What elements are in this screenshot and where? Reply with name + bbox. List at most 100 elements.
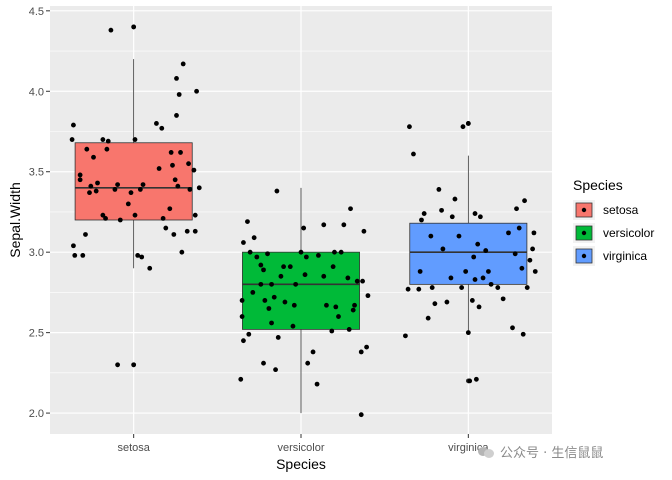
data-point (71, 243, 76, 249)
data-point (281, 264, 286, 270)
data-point (167, 206, 173, 212)
data-point (532, 269, 538, 274)
data-point (100, 212, 106, 218)
data-point (258, 281, 264, 287)
data-point (179, 249, 185, 255)
data-point (302, 272, 308, 278)
data-point (506, 230, 511, 236)
data-point (519, 265, 525, 271)
data-point (176, 92, 182, 97)
data-point (352, 302, 357, 308)
data-point (187, 187, 193, 192)
data-point (241, 338, 246, 344)
data-point (467, 378, 473, 384)
y-tick-label: 2.0 (29, 408, 44, 420)
data-point (273, 367, 278, 373)
data-point (108, 27, 114, 33)
jitter-points (69, 24, 538, 418)
data-point (330, 264, 336, 270)
data-point (83, 232, 88, 237)
data-point (465, 330, 471, 336)
data-point (291, 302, 297, 308)
data-point (278, 273, 284, 279)
data-point (358, 349, 364, 355)
data-point (192, 228, 198, 234)
data-point (428, 233, 434, 239)
box-setosa (74, 142, 193, 221)
data-point (100, 137, 106, 142)
data-point (168, 150, 174, 155)
data-point (93, 188, 99, 194)
data-point (531, 230, 537, 236)
y-axis-ticks: 2.0 2.5 3.0 3.5 4.0 4.5 (29, 6, 50, 420)
data-point (163, 225, 169, 231)
data-point (104, 146, 110, 152)
data-point (250, 290, 256, 295)
data-point (421, 211, 427, 216)
data-point (480, 275, 486, 281)
data-point (196, 185, 202, 191)
data-point (527, 257, 533, 263)
data-point (460, 124, 466, 130)
data-point (265, 251, 270, 257)
data-point (103, 215, 108, 221)
data-point (287, 264, 293, 270)
data-point (266, 306, 272, 311)
data-point (310, 349, 316, 355)
data-point (329, 328, 335, 334)
data-point (254, 254, 260, 260)
data-point (261, 267, 266, 273)
data-point (314, 381, 320, 387)
data-point (358, 412, 364, 418)
data-point (269, 281, 274, 287)
data-point (444, 299, 450, 305)
legend-point (581, 230, 587, 236)
data-point (115, 362, 121, 368)
data-point (522, 198, 527, 204)
legend-title: Species (573, 177, 623, 193)
data-point (350, 307, 356, 313)
data-point (184, 228, 190, 234)
data-point (274, 188, 280, 194)
data-point (520, 331, 526, 337)
data-point (251, 235, 257, 241)
data-point (321, 273, 327, 279)
data-point (262, 298, 268, 303)
data-point (112, 187, 118, 192)
legend-label: versicolor (603, 226, 654, 240)
data-point (316, 252, 321, 258)
watermark-text: 公众号 · 生信鼠鼠 (500, 446, 604, 461)
data-point (512, 251, 518, 257)
data-point (105, 138, 111, 144)
data-point (449, 214, 455, 220)
data-point (69, 137, 75, 142)
legend-label: virginica (603, 249, 647, 263)
data-point (419, 217, 424, 223)
data-point (160, 215, 166, 221)
data-point (361, 228, 367, 234)
y-tick-label: 4.0 (29, 86, 44, 98)
data-point (436, 187, 442, 192)
data-point (154, 121, 159, 126)
data-point (365, 293, 371, 299)
data-point (139, 254, 145, 260)
legend-point (581, 253, 587, 259)
data-point (425, 315, 431, 321)
data-point (439, 207, 444, 213)
data-point (159, 125, 165, 131)
data-point (472, 277, 478, 282)
data-point (514, 206, 519, 212)
data-point (305, 360, 311, 366)
data-point (301, 225, 307, 231)
data-point (475, 241, 481, 247)
data-point (180, 61, 186, 67)
data-point (416, 286, 422, 292)
data-point (440, 246, 446, 252)
data-point (452, 196, 458, 202)
watermark: 公众号 · 生信鼠鼠 (478, 442, 603, 461)
y-tick-label: 2.5 (29, 328, 44, 340)
data-point (191, 167, 197, 173)
data-point (80, 252, 86, 258)
data-point (477, 214, 483, 220)
